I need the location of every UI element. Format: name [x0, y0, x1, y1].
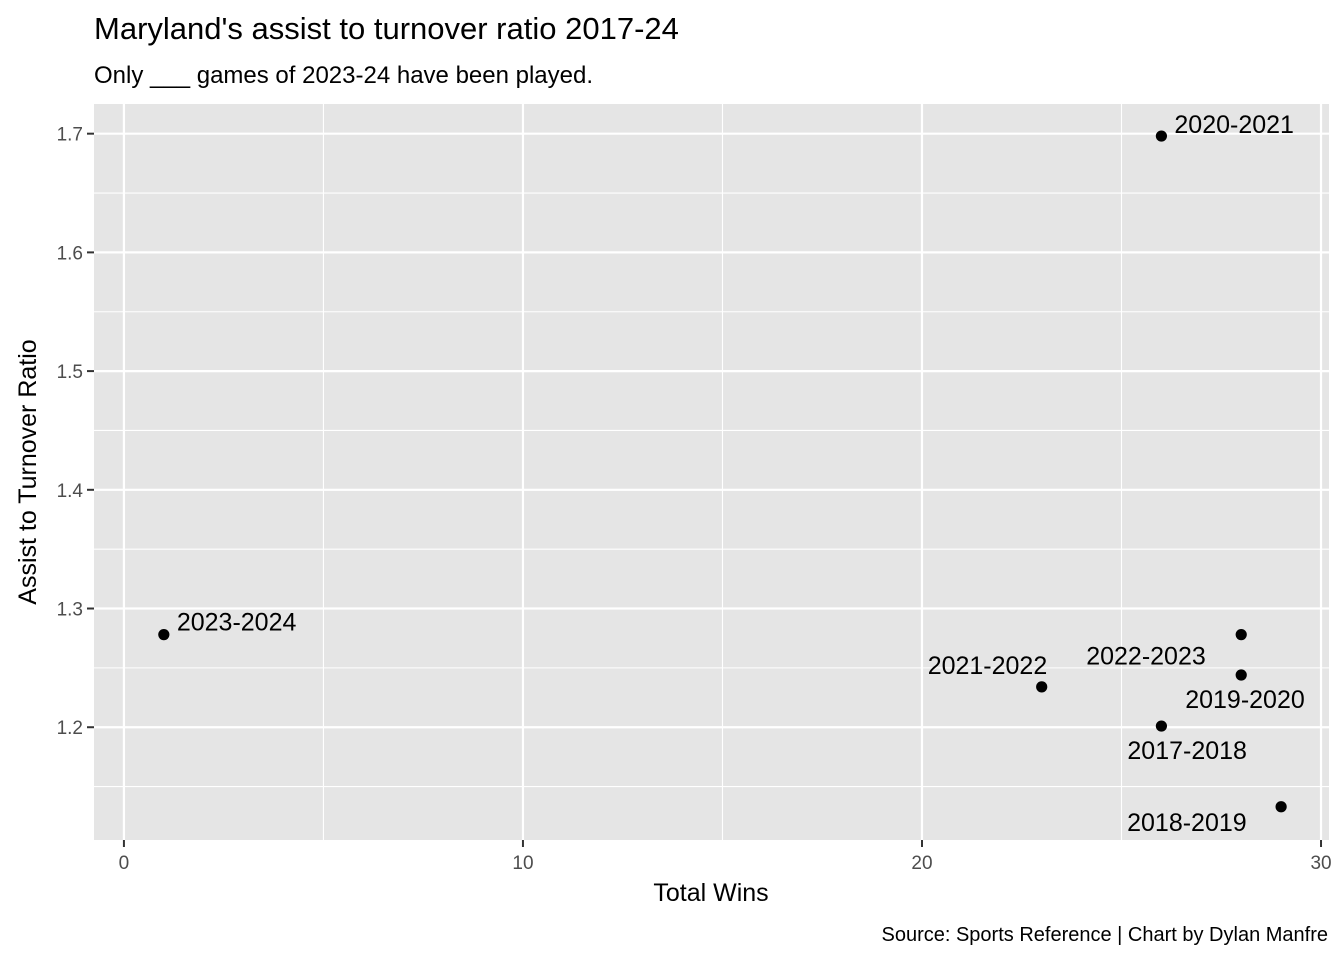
y-tick-label: 1.6 [57, 243, 83, 264]
data-point [1155, 720, 1168, 732]
x-tick-label: 20 [911, 853, 932, 874]
data-point-label: 2018-2019 [1127, 809, 1247, 837]
y-tick-label: 1.3 [57, 600, 83, 621]
data-point-label: 2021-2022 [928, 652, 1048, 680]
data-point-label: 2023-2024 [177, 609, 297, 637]
y-tick-label: 1.2 [57, 718, 83, 739]
y-tick-label: 1.7 [57, 125, 83, 146]
minor-gridlines [94, 104, 1329, 840]
chart-title: Maryland's assist to turnover ratio 2017… [94, 11, 679, 46]
major-gridlines [94, 104, 1329, 840]
x-tick-label: 30 [1310, 853, 1331, 874]
data-points [158, 130, 1287, 813]
data-point [1155, 130, 1168, 142]
data-point-labels: 2020-2021 2023-2024 2021-2022 2022-2023 2019… [177, 111, 1305, 837]
data-point-label: 2022-2023 [1086, 643, 1206, 671]
x-axis-title: Total Wins [653, 879, 768, 907]
data-point-label: 2017-2018 [1127, 737, 1247, 765]
data-point [1275, 801, 1287, 813]
x-tick-label: 10 [512, 853, 533, 874]
data-point-label: 2019-2020 [1185, 686, 1305, 714]
data-point [158, 629, 170, 641]
y-axis-ticks: 1.2 1.3 1.4 1.5 1.6 1.7 [57, 125, 94, 739]
x-axis-ticks: 0 10 20 30 [119, 840, 1332, 874]
chart-caption: Source: Sports Reference | Chart by Dyla… [881, 924, 1328, 946]
data-point [1036, 681, 1048, 693]
data-point-label: 2020-2021 [1174, 111, 1294, 139]
data-point [1235, 629, 1247, 641]
y-tick-label: 1.4 [57, 481, 84, 502]
plot-panel [94, 104, 1329, 840]
y-tick-label: 1.5 [57, 362, 83, 383]
data-point [1235, 669, 1247, 681]
chart-subtitle: Only ___ games of 2023-24 have been play… [94, 62, 593, 89]
x-tick-label: 0 [119, 853, 130, 874]
y-axis-title: Assist to Turnover Ratio [14, 339, 42, 604]
